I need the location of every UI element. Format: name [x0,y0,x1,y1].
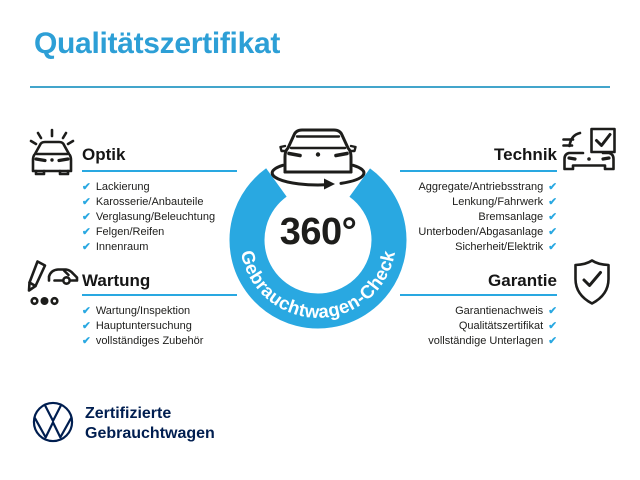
checklist-item: ✔ Innenraum [82,241,215,256]
footer-brand-line1: Zertifizierte [85,405,172,422]
check-icon: ✔ [82,335,91,347]
car-rotation-icon [270,128,366,190]
section-divider-technik [400,170,557,172]
check-icon: ✔ [82,320,91,332]
checklist-item: Bremsanlage ✔ [327,211,557,226]
check-icon: ✔ [548,211,557,223]
checklist-item-label: Wartung/Inspektion [95,305,191,317]
checklist-item: Garantienachweis ✔ [327,305,557,320]
checklist-item-label: vollständiges Zubehör [95,335,204,347]
check-icon: ✔ [82,181,91,193]
checklist-item: ✔ Hauptuntersuchung [82,320,203,335]
checklist-item-label: Lackierung [95,181,150,193]
checklist-item: vollständige Unterlagen ✔ [327,335,557,350]
checklist-item: Unterboden/Abgasanlage ✔ [327,226,557,241]
footer-brand-line2: Gebrauchtwagen [85,425,215,442]
page-title: Qualitätszertifikat [34,27,281,60]
check-icon: ✔ [548,335,557,347]
check-icon: ✔ [548,305,557,317]
checklist-item: Qualitätszertifikat ✔ [327,320,557,335]
check-icon: ✔ [82,196,91,208]
checklist-item-label: Qualitätszertifikat [458,320,544,332]
wartung-checklist: ✔ Wartung/Inspektion ✔ Hauptuntersuchung ✔… [82,305,203,350]
section-title-garantie: Garantie [488,271,557,290]
shield-check-icon [574,259,610,305]
checklist-item-label: Bremsanlage [478,211,544,223]
section-title-technik: Technik [494,145,557,164]
checklist-item-label: Sicherheit/Elektrik [455,241,544,253]
section-title-optik: Optik [82,145,126,164]
section-divider-optik [82,170,237,172]
checklist-item: ✔ Felgen/Reifen [82,226,215,241]
garantie-checklist: Garantienachweis ✔ Qualitätszertifikat ✔ v… [327,305,557,350]
checklist-item-label: Karosserie/Anbauteile [95,196,204,208]
badge-ring [229,151,407,329]
car-with-checkbox-icon [562,127,616,171]
section-divider-garantie [400,294,557,296]
checklist-item-label: Garantienachweis [455,305,544,317]
checklist-item: ✔ vollständiges Zubehör [82,335,203,350]
pencil-car-checklist-icon [27,260,79,306]
checklist-item-label: Lenkung/Fahrwerk [452,196,544,208]
checklist-item: Sicherheit/Elektrik ✔ [327,241,557,256]
technik-checklist: Aggregate/Antriebsstrang ✔ Lenkung/Fahrwe… [327,181,557,256]
checklist-item: ✔ Verglasung/Beleuchtung [82,211,215,226]
checklist-item-label: vollständige Unterlagen [428,335,544,347]
checklist-item: ✔ Lackierung [82,181,215,196]
checklist-item: Lenkung/Fahrwerk ✔ [327,196,557,211]
optik-checklist: ✔ Lackierung ✔ Karosserie/Anbauteile ✔ Verg… [82,181,215,256]
badge-360-value: 360° [279,211,357,253]
shiny-car-icon [29,128,75,176]
checklist-item-label: Felgen/Reifen [95,226,165,238]
check-icon: ✔ [82,226,91,238]
title-divider [30,86,610,88]
check-icon: ✔ [82,305,91,317]
checklist-item: ✔ Wartung/Inspektion [82,305,203,320]
check-icon: ✔ [82,241,91,253]
check-icon: ✔ [548,320,557,332]
360-badge: Gebrauchtwagen-Check [229,128,407,329]
checklist-item-label: Verglasung/Beleuchtung [95,211,216,223]
section-title-wartung: Wartung [82,271,151,290]
check-icon: ✔ [548,226,557,238]
checklist-item-label: Aggregate/Antriebsstrang [418,181,544,193]
checklist-item-label: Hauptuntersuchung [95,320,192,332]
footer-brand-text: Zertifizierte Gebrauchtwagen [85,404,215,444]
checklist-item: Aggregate/Antriebsstrang ✔ [327,181,557,196]
section-divider-wartung [82,294,237,296]
checklist-item-label: Innenraum [95,241,149,253]
checklist-item: ✔ Karosserie/Anbauteile [82,196,215,211]
check-icon: ✔ [548,196,557,208]
check-icon: ✔ [548,181,557,193]
checklist-item-label: Unterboden/Abgasanlage [418,226,544,238]
vw-logo [32,401,74,443]
check-icon: ✔ [548,241,557,253]
check-icon: ✔ [82,211,91,223]
